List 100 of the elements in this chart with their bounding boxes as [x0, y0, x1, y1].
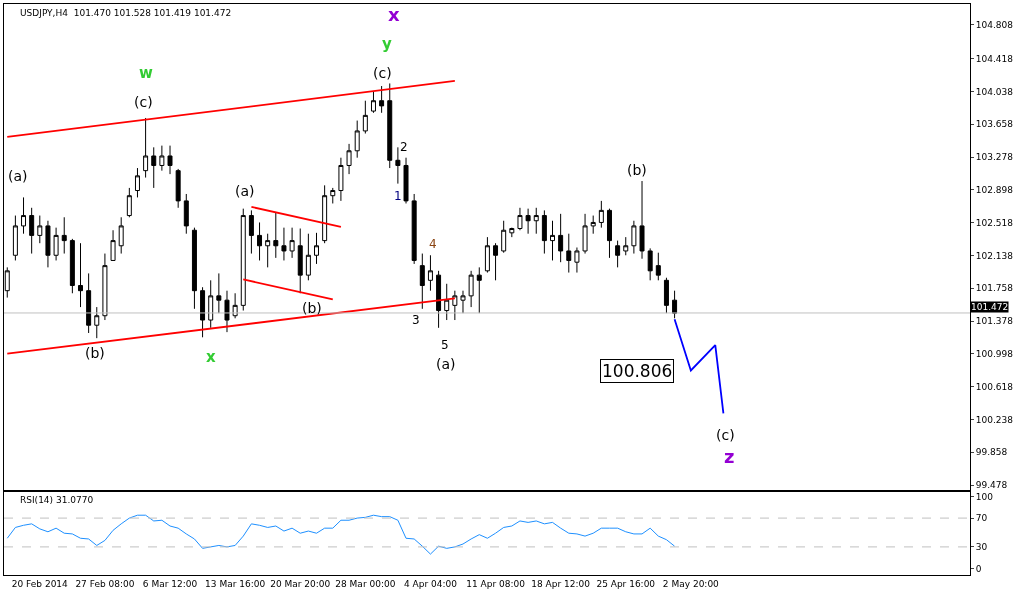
candlestick — [623, 236, 629, 256]
y-tick-label: 99.858 — [975, 447, 1008, 458]
candlestick — [297, 228, 303, 294]
y-tick-label: 102.898 — [975, 184, 1014, 195]
candlestick — [484, 236, 490, 274]
y-tick-label: 100.238 — [975, 414, 1014, 425]
x-tick-label: 13 Mar 16:00 — [205, 578, 266, 589]
candlestick — [200, 286, 206, 338]
candlestick — [159, 145, 165, 172]
candlestick — [663, 277, 669, 314]
x-tick-label: 20 Mar 20:00 — [270, 578, 331, 589]
y-tick-label: 100 — [975, 491, 994, 502]
candlestick — [330, 187, 336, 204]
candlestick — [533, 207, 539, 235]
candlestick — [525, 208, 531, 235]
y-tick-label: 70 — [975, 513, 988, 524]
x-tick-label: 6 Mar 12:00 — [142, 578, 198, 589]
candlestick — [427, 254, 433, 292]
candlestick — [558, 213, 564, 263]
annotation: y — [382, 35, 392, 53]
candlestick — [305, 233, 311, 281]
candlestick — [94, 306, 100, 339]
candlestick — [208, 279, 214, 329]
candlestick — [281, 227, 287, 261]
candlestick — [78, 242, 83, 308]
candlestick — [151, 146, 157, 189]
candlestick — [509, 227, 515, 238]
candlestick — [102, 253, 108, 321]
candlestick — [403, 157, 409, 204]
candlestick — [191, 227, 197, 310]
candlestick — [118, 216, 124, 255]
ref-line-label: 101.472 — [971, 302, 1009, 312]
candlestick — [444, 283, 450, 321]
candlestick — [468, 270, 474, 308]
candlestick — [53, 227, 59, 261]
y-tick-label: 101.758 — [975, 283, 1014, 294]
annotation: (a) — [8, 168, 28, 184]
candlestick — [322, 184, 328, 244]
candlestick — [411, 193, 417, 265]
x-tick-label: 11 Apr 08:00 — [466, 578, 526, 589]
annotation: (c) — [716, 427, 735, 443]
y-tick-label: 100.998 — [975, 349, 1014, 360]
candlestick — [167, 145, 173, 175]
annotation: (c) — [134, 94, 153, 110]
candlestick — [183, 193, 189, 235]
candlestick — [29, 207, 35, 255]
y-tick-label: 102.138 — [975, 250, 1014, 261]
annotation: (a) — [436, 356, 456, 372]
y-tick-label: 104.808 — [975, 20, 1014, 31]
candlestick — [379, 85, 385, 114]
annotation: 5 — [441, 338, 449, 352]
candlestick — [224, 290, 230, 333]
x-tick-label: 18 Apr 12:00 — [531, 578, 591, 589]
annotation: (c) — [373, 65, 392, 81]
candlestick — [452, 290, 458, 321]
y-tick-label: 30 — [975, 542, 988, 553]
candlestick — [436, 270, 442, 329]
x-tick-label: 28 Mar 00:00 — [335, 578, 396, 589]
annotation: 1 — [394, 189, 402, 203]
candlestick — [647, 247, 653, 281]
candlestick — [21, 196, 27, 235]
y-tick-label: 101.378 — [975, 316, 1014, 327]
candlestick — [37, 215, 43, 244]
annotation: 100.806 — [602, 361, 673, 381]
x-tick-label: 4 Apr 04:00 — [403, 578, 458, 589]
candlestick — [175, 168, 181, 209]
annotation: w — [139, 64, 153, 82]
candlestick — [387, 82, 393, 169]
candlestick — [216, 272, 222, 314]
candlestick — [550, 220, 556, 261]
candlestick — [493, 242, 499, 281]
annotation: 4 — [429, 237, 437, 251]
chart-title: RSI(14) 31.0770 — [20, 495, 94, 505]
candlestick — [240, 208, 246, 312]
candlestick — [346, 143, 352, 175]
annotation: (a) — [235, 183, 255, 199]
candlestick — [362, 100, 368, 135]
candlestick — [69, 238, 75, 294]
candlestick — [639, 180, 645, 260]
annotation: 2 — [400, 140, 408, 154]
candlestick — [598, 200, 604, 229]
candlestick — [134, 167, 140, 198]
candlestick — [566, 233, 572, 274]
candlestick — [631, 220, 637, 255]
candlestick — [582, 213, 588, 255]
candlestick — [655, 252, 661, 281]
annotation: x — [206, 348, 216, 366]
line-series — [673, 318, 725, 415]
chart-title: USDJPY,H4 101.470 101.528 101.419 101.472 — [20, 8, 232, 18]
candlestick — [354, 120, 360, 159]
y-tick-label: 99.478 — [975, 480, 1008, 491]
candlestick — [126, 187, 132, 218]
x-tick-label: 2 May 20:00 — [662, 578, 720, 589]
candlestick — [606, 208, 612, 259]
candlestick — [45, 220, 51, 268]
annotation: (b) — [627, 162, 647, 178]
x-tick-label: 27 Feb 08:00 — [75, 578, 135, 589]
line-series — [6, 514, 676, 555]
candlestick — [143, 117, 149, 179]
annotation: (b) — [85, 345, 105, 361]
